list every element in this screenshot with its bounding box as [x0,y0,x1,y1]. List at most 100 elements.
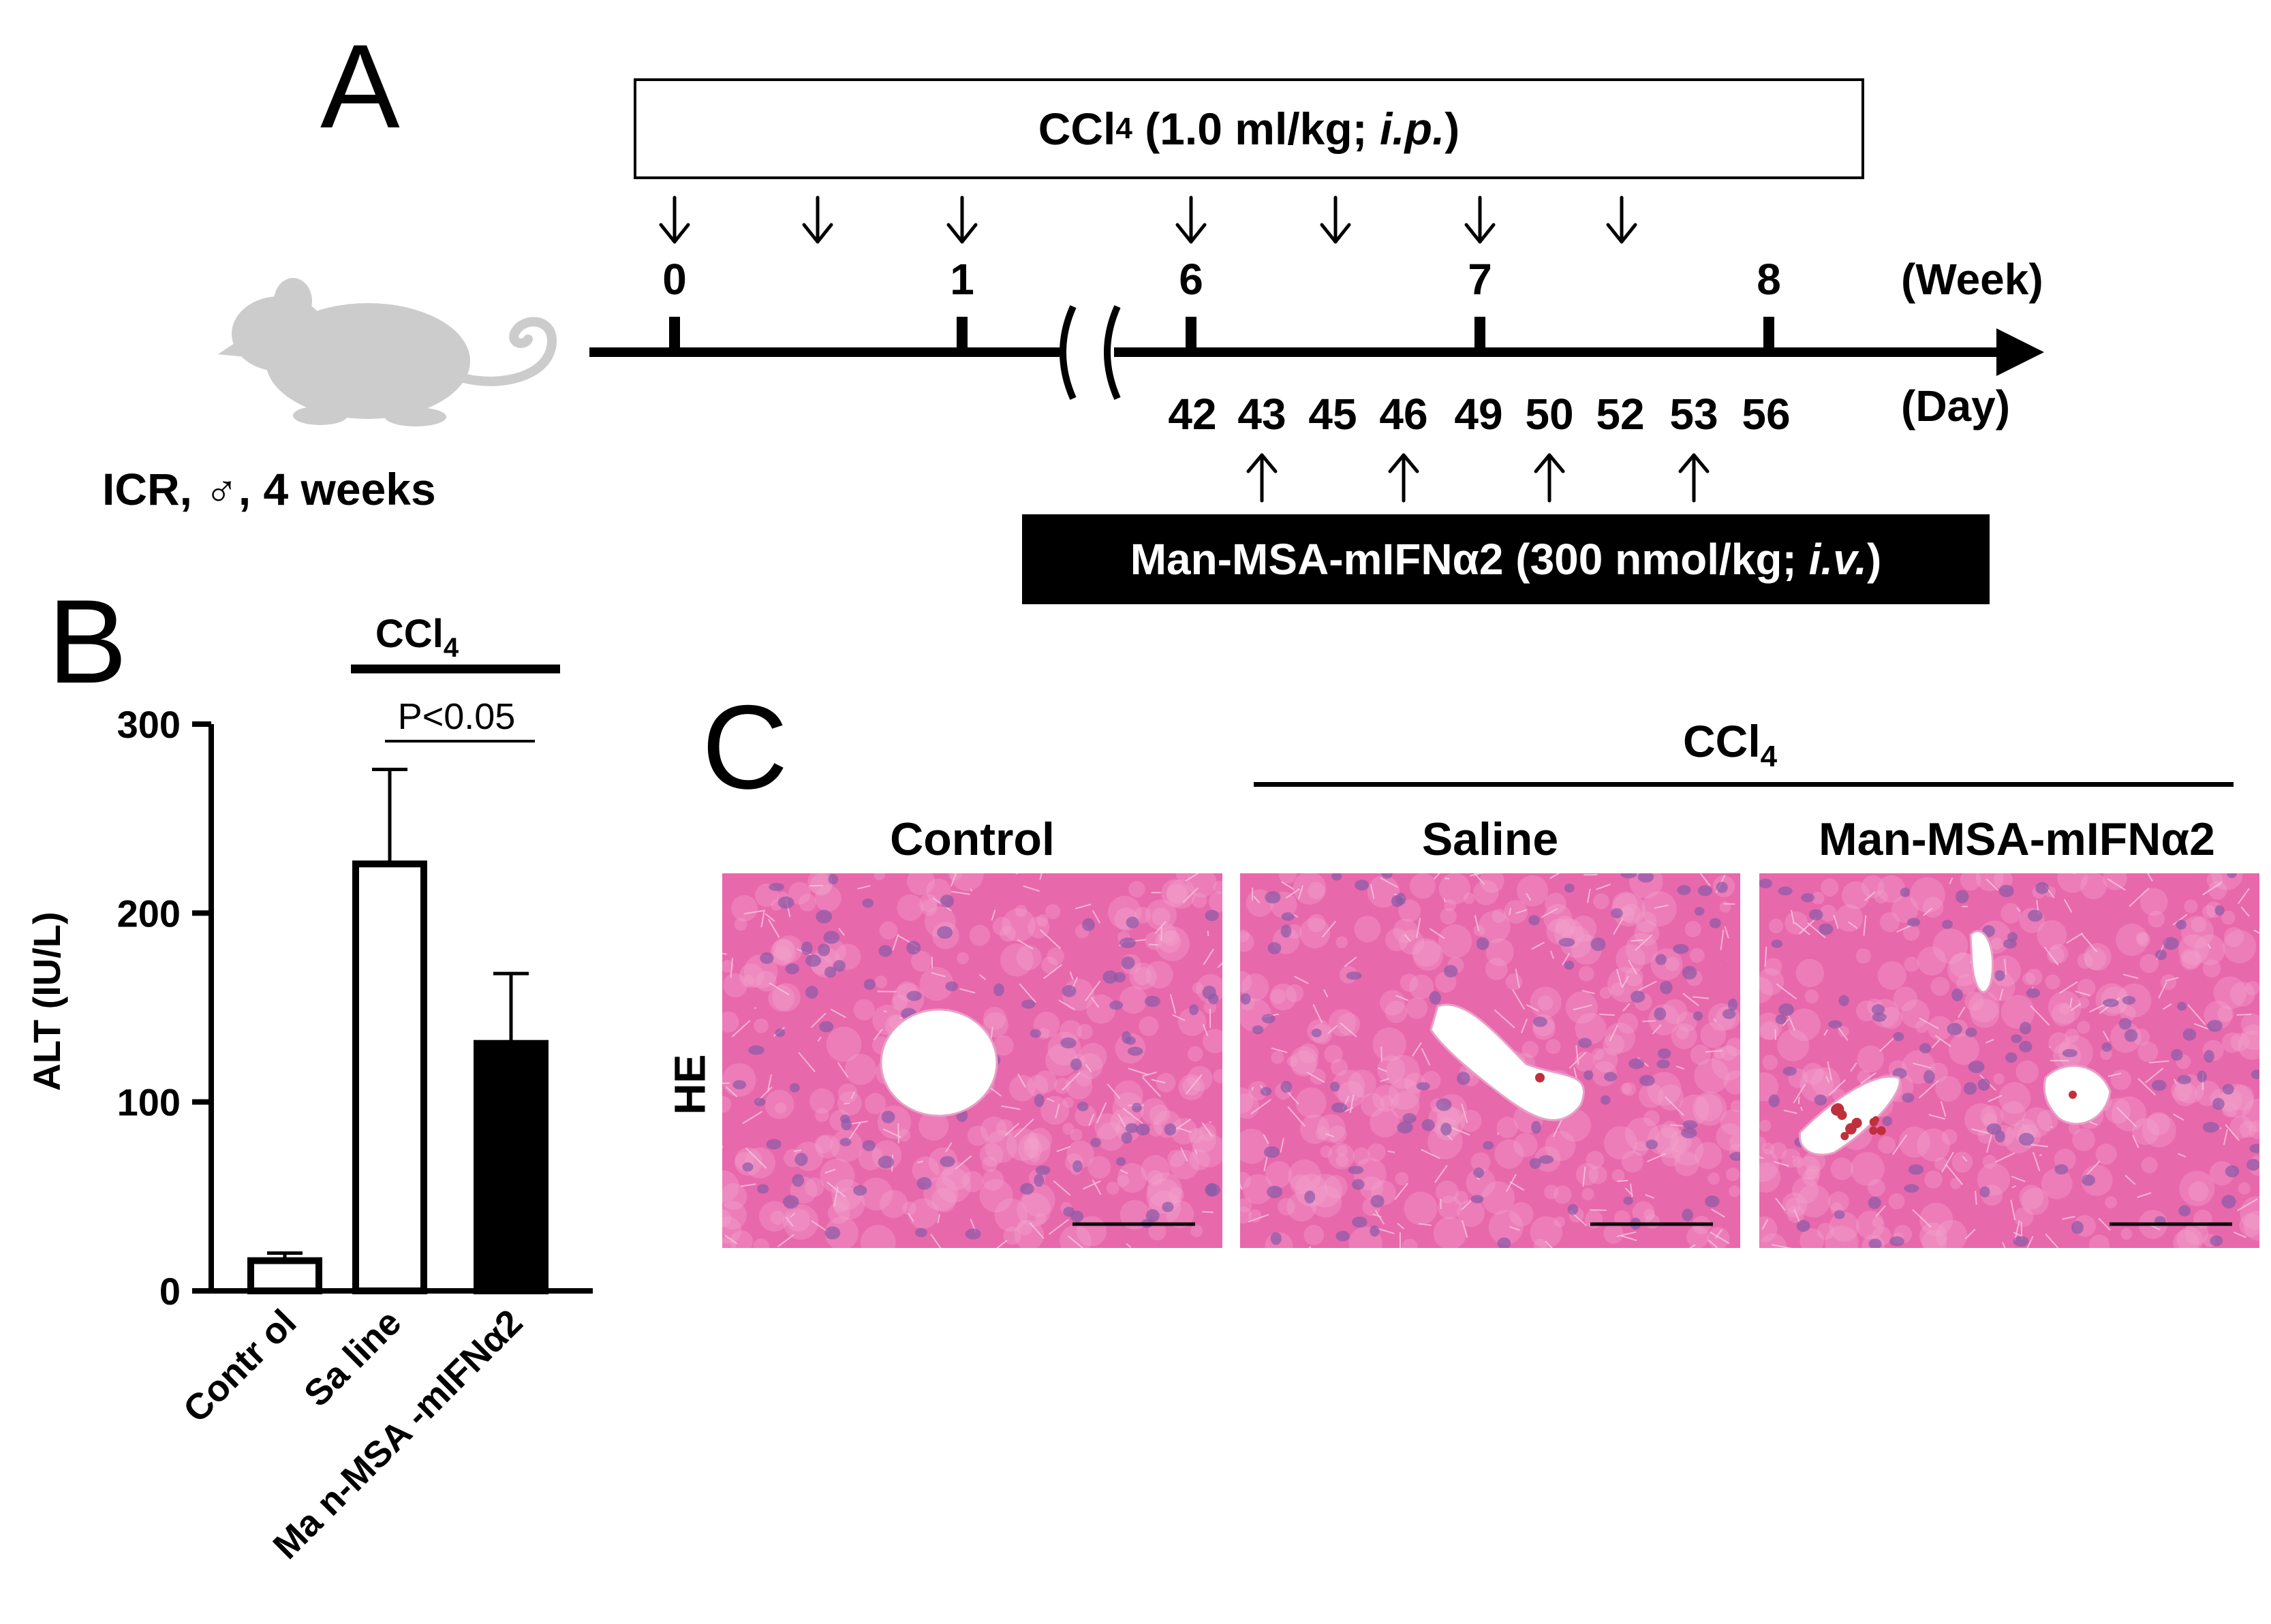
cytoplasm-patch [2021,1187,2049,1215]
cytoplasm-patch [860,1225,896,1248]
cytoplasm-patch [1878,1136,1896,1154]
cell-membrane [1772,1244,1792,1248]
nucleus [1034,1093,1045,1108]
nucleus [1252,1025,1264,1035]
cytoplasm-patch [1686,1225,1710,1248]
cell-membrane [850,1091,856,1099]
nucleus [1263,1146,1280,1158]
nucleus [1951,988,1964,1001]
cytoplasm-patch [1713,1047,1725,1059]
nucleus [1977,1078,1990,1091]
cell-membrane [1250,1099,1271,1114]
panel-c-label: C [702,681,788,814]
nucleus [2155,950,2167,961]
cytoplasm-patch [772,983,801,1012]
cytoplasm-patch [2221,1032,2242,1053]
cytoplasm-patch [2022,1107,2052,1138]
cytoplasm-patch [1599,986,1612,999]
cytoplasm-patch [1797,1184,1831,1218]
cell-membrane [1986,1038,1994,1044]
cytoplasm-patch [1199,1123,1217,1142]
cytoplasm-patch [1286,1055,1299,1067]
nucleus [2071,1221,2084,1234]
cytoplasm-patch [1762,1142,1774,1155]
nucleus [1473,1167,1485,1178]
cytoplasm-patch [2105,1196,2117,1208]
cytoplasm-patch [2105,1097,2131,1124]
cell-membrane [1622,975,1629,988]
cytoplasm-patch [1328,1142,1355,1170]
cell-membrane [1306,1072,1325,1083]
cytoplasm-patch [1593,893,1609,909]
cytoplasm-patch [768,984,795,1012]
cytoplasm-patch [1171,1118,1198,1145]
cytoplasm-patch [1112,1092,1145,1125]
cytoplasm-patch [2015,1060,2039,1084]
cell-membrane [1281,881,1295,890]
cell-membrane [1017,1073,1026,1088]
nucleus [965,1228,981,1240]
cytoplasm-patch [1152,907,1171,926]
cell-membrane [1552,1118,1563,1138]
cytoplasm-patch [2173,1082,2197,1106]
nucleus [1942,920,1953,929]
cell-membrane [1327,1025,1338,1035]
cell-membrane [1404,934,1411,942]
week-tick-label: 1 [950,255,974,304]
cytoplasm-patch [731,895,758,922]
cell-membrane [1994,1152,2015,1164]
cytoplasm-patch [1285,984,1304,1003]
nucleus [769,883,784,892]
nucleus [2019,1040,2033,1052]
cytoplasm-patch [1825,1225,1859,1248]
cytoplasm-patch [1919,1222,1947,1248]
cell-membrane [1645,1193,1654,1199]
cytoplasm-patch [1290,1050,1317,1077]
cytoplasm-patch [1175,873,1190,881]
cytoplasm-patch [1759,1216,1778,1243]
cytoplasm-patch [2131,1117,2159,1145]
cytoplasm-patch [1367,1143,1386,1162]
cytoplasm-patch [1537,995,1554,1011]
cell-membrane [2030,1144,2048,1148]
cytoplasm-patch [1015,905,1028,917]
cytoplasm-patch [722,1209,732,1228]
cell-membrane [2148,1060,2169,1063]
cytoplasm-patch [874,873,885,881]
cytoplasm-patch [1077,1023,1093,1040]
nucleus [940,1156,955,1168]
cytoplasm-patch [722,1183,747,1211]
cytoplasm-patch [2116,923,2148,956]
cell-membrane [2187,1004,2206,1025]
cell-membrane [837,1062,849,1078]
cytoplasm-patch [1299,918,1331,949]
cell-membrane [1461,1104,1468,1123]
cytoplasm-patch [2077,997,2090,1009]
week-unit-label: (Week) [1901,255,2043,304]
cell-membrane [1520,1018,1528,1033]
cytoplasm-patch [1290,1174,1311,1195]
cell-membrane [1919,1017,1939,1029]
ccl4-dose: (1.0 ml/kg; [1132,104,1380,154]
cell-membrane [1764,946,1767,967]
nucleus [1709,918,1721,928]
cytoplasm-patch [1888,1193,1905,1210]
cytoplasm-patch [1240,1129,1269,1164]
nucleus [1654,1007,1667,1020]
cytoplasm-patch [1857,1070,1871,1084]
cytoplasm-patch [2223,926,2244,948]
treatment-route: i.v. [1808,535,1867,584]
cell-membrane [1699,873,1711,887]
cytoplasm-patch [1278,873,1297,884]
cytoplasm-patch [1062,1097,1074,1108]
cytoplasm-patch [2025,968,2043,986]
nucleus [1281,912,1295,921]
cytoplasm-patch [1554,1216,1565,1228]
cytoplasm-patch [1009,1075,1036,1102]
cell-membrane [1323,989,1329,998]
cytoplasm-patch [1409,873,1436,899]
cell-membrane [722,952,727,955]
nucleus [1121,1131,1132,1144]
nucleus [2197,1070,2207,1082]
nucleus [1778,1003,1795,1016]
